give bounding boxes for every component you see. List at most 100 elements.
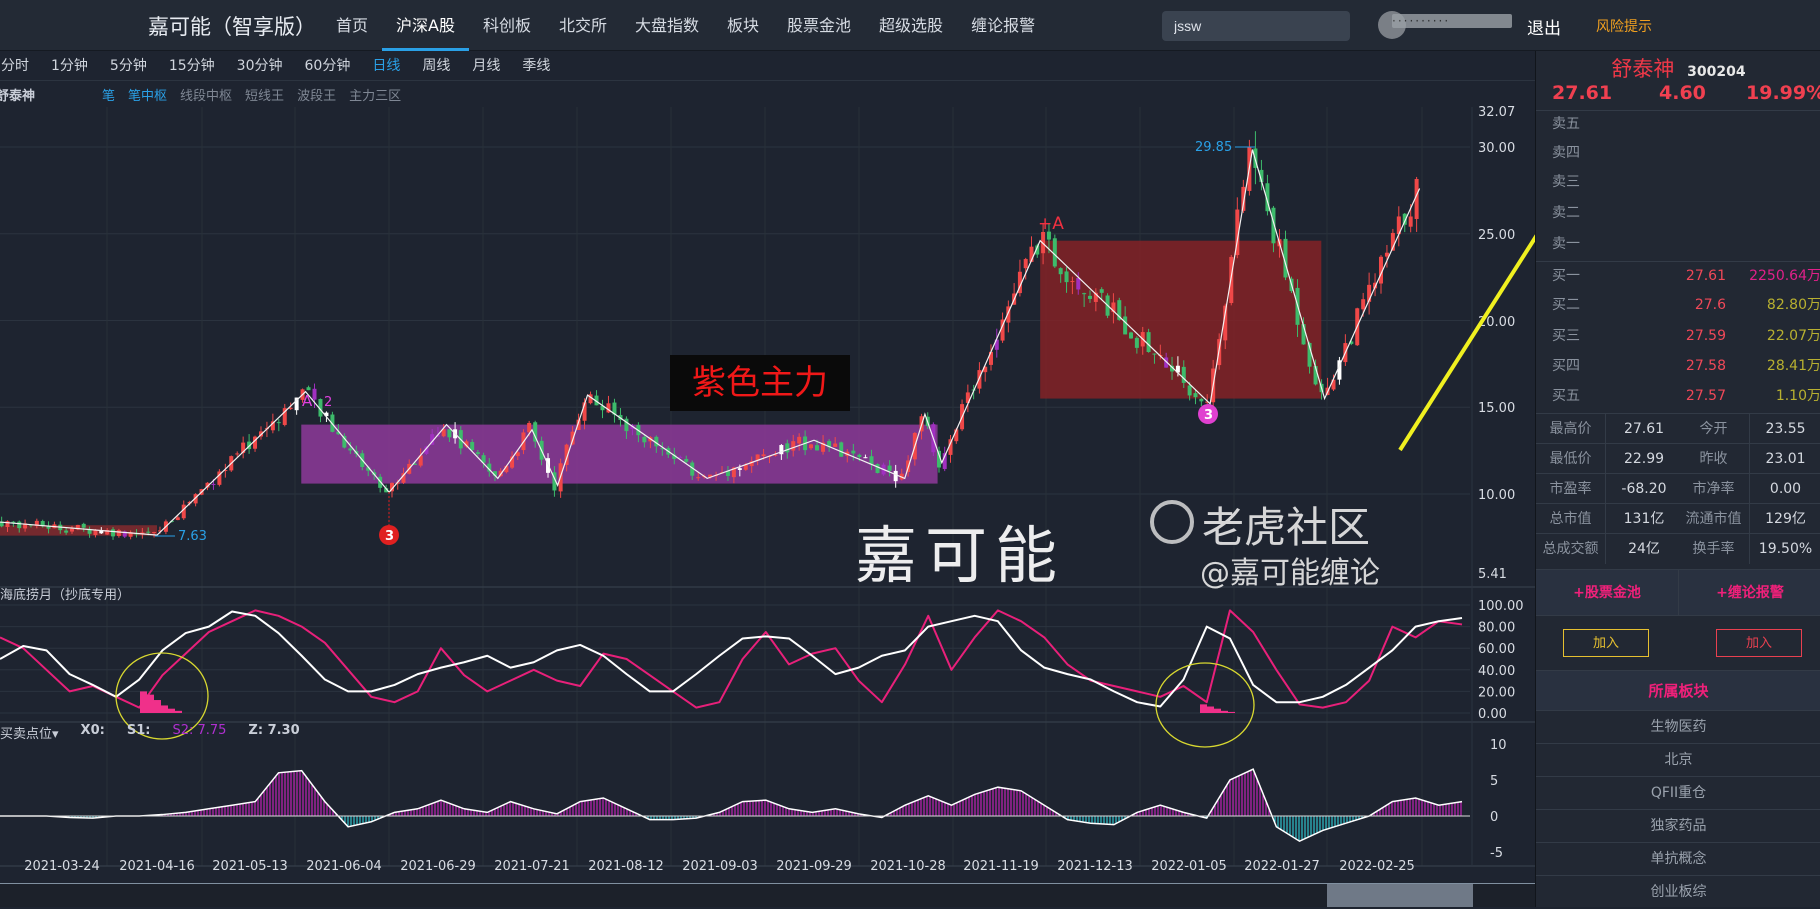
quote-panel: 舒泰神 300204 27.61 4.60 19.99% 卖五 卖四 卖三 卖二 卖一 … bbox=[1535, 51, 1820, 907]
candle-body bbox=[510, 456, 515, 468]
candle-body bbox=[111, 529, 116, 537]
nav-item[interactable]: 超级选股 bbox=[879, 16, 944, 35]
add-to-pool-button[interactable]: 加入 bbox=[1563, 629, 1649, 657]
candle-body bbox=[23, 523, 28, 529]
indicator-toggle[interactable]: 短线王 bbox=[245, 88, 285, 104]
timeframe-tab[interactable]: 分时 bbox=[1, 58, 29, 74]
bottom-signal-bar bbox=[161, 705, 168, 713]
price-tick-label: 20.00 bbox=[1478, 315, 1515, 330]
timeframe-tab[interactable]: 60分钟 bbox=[304, 58, 351, 74]
sector-item[interactable]: QFII重仓 bbox=[1536, 776, 1820, 809]
candle-body bbox=[1041, 232, 1046, 254]
sector-item[interactable]: 单抗概念 bbox=[1536, 842, 1820, 875]
ask-label: 卖四 bbox=[1552, 145, 1580, 161]
bid-row: 买一 27.61 2250.64万 bbox=[1536, 262, 1820, 291]
date-tick-label: 2021-10-28 bbox=[870, 859, 946, 874]
candle-body bbox=[441, 429, 446, 437]
ask-row: 卖一 bbox=[1536, 230, 1820, 259]
candle-body bbox=[75, 524, 80, 530]
indicator-toggle[interactable]: 主力三区 bbox=[349, 88, 402, 104]
candle-body bbox=[464, 441, 469, 447]
stat-label: 最低价 bbox=[1536, 444, 1606, 474]
nav-item[interactable]: 北交所 bbox=[558, 16, 607, 35]
candle-body bbox=[863, 457, 868, 459]
nav-item[interactable]: 沪深A股 bbox=[382, 0, 469, 51]
candle-body bbox=[1070, 281, 1075, 283]
indicator-toggle[interactable]: 波段王 bbox=[297, 88, 337, 104]
indicator-toggle[interactable]: 笔 bbox=[102, 88, 116, 104]
date-tick-label: 2021-06-29 bbox=[400, 859, 476, 874]
sector-item[interactable]: 生物医药 bbox=[1536, 710, 1820, 743]
add-alert-button[interactable]: 加入 bbox=[1716, 629, 1802, 657]
stat-value: 22.99 bbox=[1623, 451, 1665, 467]
badge-3-icon bbox=[1198, 404, 1218, 424]
candle-body bbox=[1152, 353, 1157, 355]
candle-body bbox=[294, 397, 299, 411]
candle-body bbox=[211, 483, 216, 485]
candle-body bbox=[253, 436, 258, 449]
candle-body bbox=[1367, 284, 1372, 302]
stat-label: 总市值 bbox=[1536, 504, 1606, 534]
sector-item[interactable]: 独家药品 bbox=[1536, 809, 1820, 842]
nav-item[interactable]: 缠论报警 bbox=[971, 16, 1036, 35]
candle-body bbox=[69, 528, 74, 532]
sector-item[interactable]: 北京 bbox=[1536, 743, 1820, 776]
nav-item[interactable]: 板块 bbox=[727, 16, 760, 35]
nav-item[interactable]: 股票金池 bbox=[787, 16, 852, 35]
timeframe-tab[interactable]: 5分钟 bbox=[109, 58, 147, 74]
stat-label: 最高价 bbox=[1536, 414, 1606, 444]
indicator2-selector[interactable]: 买卖点位▾ bbox=[0, 723, 59, 742]
indicator1-tick-label: 100.00 bbox=[1478, 599, 1524, 614]
stat-label: 今开 bbox=[1678, 414, 1750, 444]
action-buttons: 加入 加入 bbox=[1536, 615, 1820, 670]
bottom-signal-bar bbox=[1207, 706, 1214, 713]
candle-body bbox=[1390, 232, 1395, 251]
nav-item[interactable]: 大盘指数 bbox=[635, 16, 700, 35]
time-scrollbar[interactable] bbox=[0, 883, 1535, 907]
bid-volume: 28.41万 bbox=[1766, 358, 1820, 374]
candle-body bbox=[105, 530, 110, 535]
candle-body bbox=[481, 455, 486, 463]
zone-box bbox=[0, 525, 157, 536]
logout-link[interactable]: 退出 bbox=[1527, 19, 1561, 39]
candle-body bbox=[785, 443, 790, 453]
indicator-toggle[interactable]: 线段中枢 bbox=[180, 88, 233, 104]
a2-label: A bbox=[302, 392, 313, 410]
candle-body bbox=[630, 425, 635, 429]
timeframe-tab[interactable]: 日线 bbox=[372, 58, 401, 74]
candle-body bbox=[470, 442, 475, 451]
timeframe-tab[interactable]: 周线 bbox=[422, 58, 451, 74]
indicator1-series-line bbox=[0, 610, 1463, 708]
kline-chart[interactable]: 32.0730.0025.0020.0015.0010.005.412021-0… bbox=[0, 0, 1535, 883]
bottom-signal-bar bbox=[1228, 711, 1235, 713]
bid-price: 27.58 bbox=[1685, 358, 1726, 374]
candle-body bbox=[288, 407, 293, 409]
bid-volume: 22.07万 bbox=[1766, 328, 1820, 344]
candle-body bbox=[690, 462, 695, 476]
indicator-toggle[interactable]: 笔中枢 bbox=[128, 88, 168, 104]
candle-body bbox=[366, 467, 371, 471]
candle-body bbox=[223, 470, 228, 472]
candle-body bbox=[1193, 393, 1198, 398]
time-scrollbar-thumb[interactable] bbox=[1327, 884, 1473, 907]
candle-body bbox=[1129, 332, 1134, 339]
nav-item[interactable]: 首页 bbox=[336, 16, 369, 35]
timeframe-tab[interactable]: 月线 bbox=[472, 58, 501, 74]
timeframe-tab[interactable]: 15分钟 bbox=[168, 58, 215, 74]
candle-body bbox=[93, 530, 98, 536]
date-tick-label: 2021-09-03 bbox=[682, 859, 758, 874]
candle-body bbox=[175, 517, 180, 521]
timeframe-tab[interactable]: 30分钟 bbox=[236, 58, 283, 74]
nav-item[interactable]: 科创板 bbox=[482, 16, 531, 35]
timeframe-tab[interactable]: 1分钟 bbox=[51, 58, 88, 74]
risk-notice-link[interactable]: 风险提示 bbox=[1596, 19, 1652, 35]
search-input[interactable] bbox=[1162, 11, 1350, 41]
timeframe-tab[interactable]: 季线 bbox=[522, 58, 551, 74]
candle-body bbox=[435, 435, 440, 437]
candle-body bbox=[1035, 245, 1040, 255]
candle-body bbox=[401, 473, 406, 483]
ask-row: 卖三 bbox=[1536, 168, 1820, 197]
candle-body bbox=[1331, 379, 1336, 390]
sector-item[interactable]: 创业板综 bbox=[1536, 875, 1820, 908]
price-tick-label: 30.00 bbox=[1478, 141, 1515, 156]
